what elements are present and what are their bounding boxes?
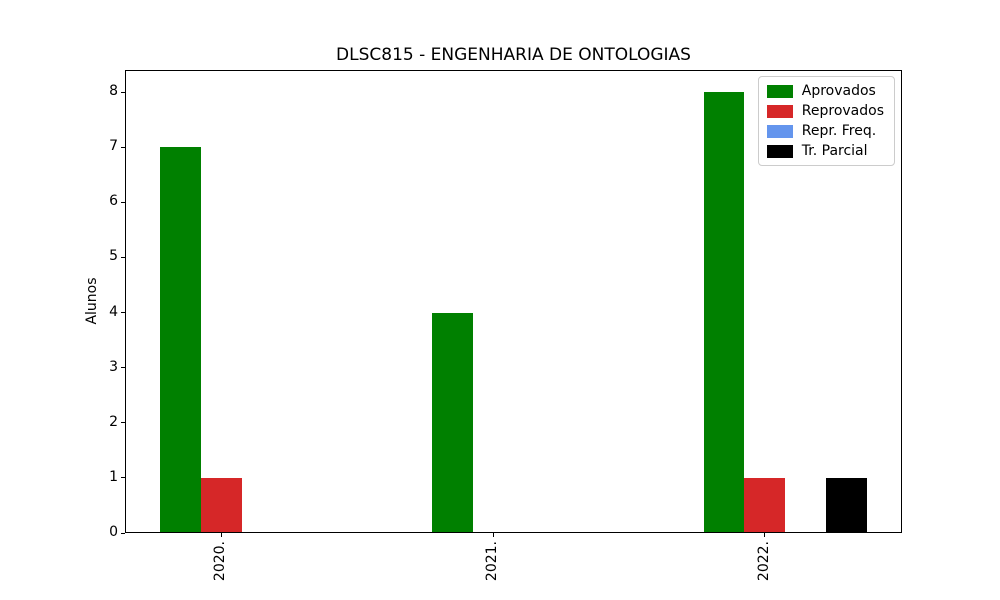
bar-reprovados-2022 [744, 477, 786, 533]
chart-title: DLSC815 - ENGENHARIA DE ONTOLOGIAS [336, 45, 691, 65]
x-tick-label-2022: 2022. [755, 541, 772, 582]
bar-aprovados-2021 [431, 312, 473, 533]
x-tick-label-2020: 2020. [212, 541, 229, 582]
legend-label-repr-freq: Repr. Freq. [801, 122, 877, 139]
legend-label-aprovados: Aprovados [801, 82, 876, 99]
bar-aprovados-2022 [703, 92, 745, 533]
bar-aprovados-2020 [160, 147, 202, 533]
y-tick-mark [121, 532, 125, 534]
legend-color-patch-aprovados [766, 84, 793, 98]
y-tick-mark [121, 477, 125, 479]
legend-entry-aprovados: Aprovados [766, 81, 884, 101]
y-tick-mark [121, 422, 125, 424]
y-tick-mark [121, 256, 125, 258]
x-tick-mark [492, 533, 494, 537]
y-tick-label: 3 [109, 358, 118, 375]
y-tick-label: 4 [109, 303, 118, 320]
legend-label-reprovados: Reprovados [801, 102, 884, 119]
y-tick-label: 1 [109, 468, 118, 485]
legend-entry-repr-freq: Repr. Freq. [766, 121, 884, 141]
y-tick-mark [121, 146, 125, 148]
x-tick-label-2021: 2021. [484, 541, 501, 582]
y-tick-label: 2 [109, 413, 118, 430]
legend-color-patch-reprovados [766, 104, 793, 118]
y-tick-mark [121, 312, 125, 314]
x-tick-mark [764, 533, 766, 537]
x-tick-mark [220, 533, 222, 537]
y-tick-mark [121, 201, 125, 203]
legend-color-patch-tr-parcial [766, 144, 793, 158]
legend-entry-tr-parcial: Tr. Parcial [766, 141, 884, 161]
legend-entry-reprovados: Reprovados [766, 101, 884, 121]
legend-color-patch-repr-freq [766, 124, 793, 138]
legend-label-tr-parcial: Tr. Parcial [801, 142, 868, 159]
plot-area: Aprovados Reprovados Repr. Freq. Tr. Parcia… [109, 70, 902, 581]
y-tick-label: 8 [109, 83, 118, 100]
bar-tr-parcial-2022 [825, 477, 867, 533]
y-tick-mark [121, 367, 125, 369]
bar-reprovados-2020 [201, 477, 242, 533]
legend: Aprovados Reprovados Repr. Freq. Tr. Parcia… [757, 76, 895, 166]
y-tick-label: 5 [109, 248, 118, 265]
y-tick-label: 0 [109, 524, 118, 540]
y-tick-label: 6 [109, 193, 118, 210]
y-tick-mark [121, 91, 125, 93]
y-tick-label: 7 [109, 138, 118, 155]
